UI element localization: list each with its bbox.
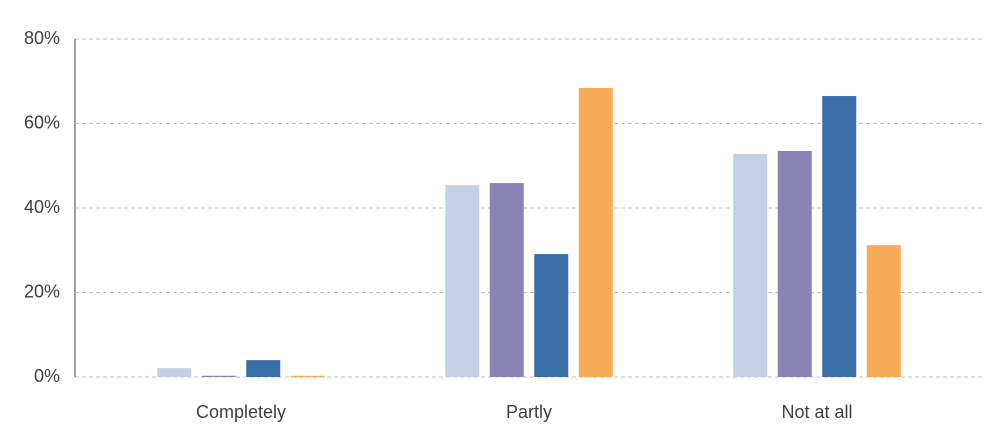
x-tick-label: Not at all [781, 402, 852, 422]
bar [157, 368, 192, 377]
y-tick-label: 0% [34, 366, 60, 386]
bar [534, 254, 569, 377]
x-tick-label: Completely [196, 402, 286, 422]
bar [489, 183, 524, 377]
y-tick-label: 60% [24, 112, 60, 132]
bar [445, 185, 480, 377]
bar [733, 153, 768, 377]
bar [822, 96, 857, 377]
y-tick-label: 20% [24, 281, 60, 301]
bar [201, 375, 236, 377]
bar [866, 245, 901, 377]
x-tick-label: Partly [506, 402, 552, 422]
y-tick-label: 80% [24, 28, 60, 48]
y-tick-label: 40% [24, 197, 60, 217]
bar [777, 150, 812, 377]
bar [290, 375, 325, 377]
bar [246, 360, 281, 377]
bar [578, 88, 613, 377]
